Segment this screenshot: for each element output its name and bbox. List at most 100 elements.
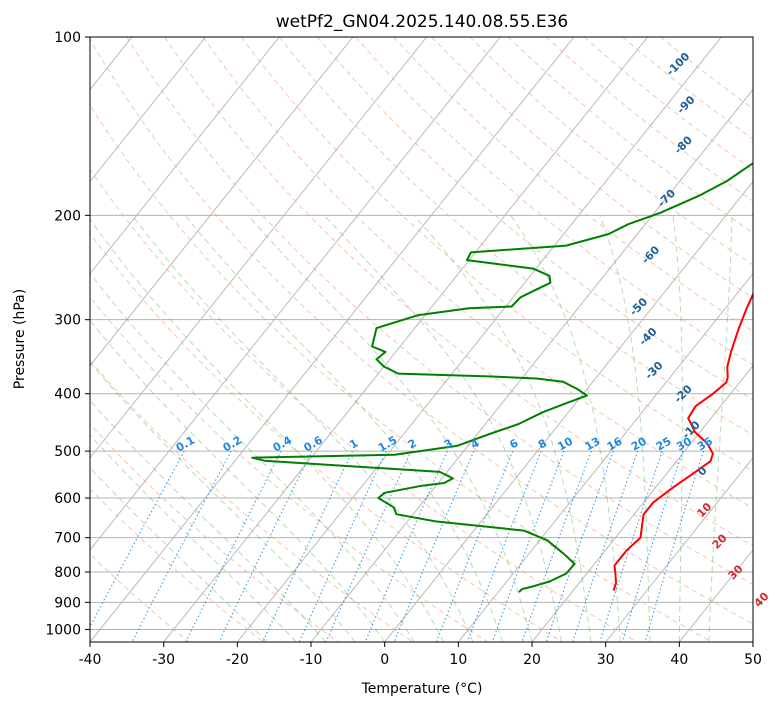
dry-adiabat-label: -100 bbox=[664, 50, 693, 79]
moist-adiabat bbox=[90, 467, 268, 642]
y-tick-label: 700 bbox=[54, 531, 81, 547]
dry-adiabat bbox=[90, 232, 563, 642]
mixing-ratio-label: 6 bbox=[507, 436, 520, 451]
x-tick-label: -40 bbox=[79, 652, 102, 668]
moist-adiabat bbox=[90, 272, 415, 642]
moist-adiabat bbox=[90, 319, 386, 642]
dry-adiabat bbox=[431, 37, 753, 299]
dry-adiabat-label: 30 bbox=[726, 562, 746, 582]
y-tick-label: 200 bbox=[54, 208, 81, 224]
x-tick-label: 40 bbox=[670, 652, 688, 668]
dry-adiabat bbox=[90, 104, 712, 642]
isotherm bbox=[163, 37, 649, 642]
isotherm bbox=[384, 180, 753, 642]
isotherm bbox=[0, 37, 58, 642]
x-tick-label: 10 bbox=[449, 652, 467, 668]
y-tick-label: 500 bbox=[54, 444, 81, 460]
isotherm bbox=[90, 37, 207, 183]
moist-adiabat bbox=[510, 215, 621, 642]
dry-adiabat-label: 20 bbox=[710, 531, 730, 551]
chart-title: wetPf2_GN04.2025.140.08.55.E36 bbox=[276, 12, 568, 32]
dry-adiabat bbox=[355, 37, 753, 366]
dry-adiabat-label: -60 bbox=[639, 243, 662, 266]
mixing-ratio-line bbox=[572, 450, 639, 642]
mixing-ratio-line bbox=[521, 450, 592, 642]
temperature-line bbox=[612, 291, 753, 591]
mixing-ratio-line bbox=[298, 450, 387, 642]
x-tick-label: -10 bbox=[300, 652, 323, 668]
dry-adiabat bbox=[317, 37, 753, 401]
isotherm bbox=[90, 37, 501, 551]
x-axis-label: Temperature (°C) bbox=[361, 681, 483, 697]
dry-adiabat bbox=[240, 37, 753, 472]
isotherm bbox=[90, 37, 354, 367]
dry-adiabat bbox=[545, 37, 753, 202]
mixing-ratio-line bbox=[466, 450, 542, 642]
dry-adiabat-label: -50 bbox=[627, 295, 650, 318]
mixing-ratio-label: 3 bbox=[442, 437, 455, 452]
dry-adiabat bbox=[622, 37, 753, 140]
dry-adiabat-label: -40 bbox=[636, 325, 659, 348]
mixing-ratio-line bbox=[644, 450, 705, 642]
mixing-ratio-line bbox=[325, 450, 412, 642]
dry-adiabat bbox=[469, 37, 753, 266]
y-tick-label: 100 bbox=[54, 30, 81, 46]
y-tick-label: 300 bbox=[54, 313, 81, 329]
x-tick-label: -20 bbox=[226, 652, 249, 668]
dry-adiabat bbox=[202, 37, 753, 509]
mixing-ratio-line bbox=[262, 450, 353, 642]
isotherm bbox=[752, 641, 753, 642]
y-axis-label: Pressure (hPa) bbox=[12, 289, 28, 389]
mixing-ratio-label: 4 bbox=[469, 436, 482, 451]
mixing-ratio-label: 1 bbox=[347, 437, 360, 452]
dry-adiabat-label: -90 bbox=[674, 93, 697, 116]
dry-adiabat-label: -80 bbox=[672, 133, 695, 156]
x-tick-label: 30 bbox=[597, 652, 615, 668]
dry-adiabat bbox=[90, 488, 264, 642]
mixing-ratio-line bbox=[218, 450, 313, 642]
moist-adiabat bbox=[247, 214, 533, 642]
y-tick-label: 800 bbox=[54, 565, 81, 581]
moist-adiabat bbox=[184, 214, 503, 642]
isotherm bbox=[310, 88, 753, 642]
moist-adiabat bbox=[323, 214, 562, 642]
x-tick-label: 0 bbox=[380, 652, 389, 668]
dry-adiabat bbox=[90, 553, 190, 642]
moist-adiabat bbox=[90, 361, 356, 642]
isotherm bbox=[90, 37, 575, 642]
mixing-ratio-line bbox=[621, 450, 684, 642]
dry-adiabat-label: 40 bbox=[752, 590, 772, 610]
mixing-ratio-label: 2 bbox=[406, 437, 419, 452]
isotherm bbox=[90, 37, 280, 275]
isotherm bbox=[531, 365, 753, 642]
dry-adiabat-label: 10 bbox=[694, 500, 714, 520]
y-tick-label: 400 bbox=[54, 387, 81, 403]
dry-adiabat bbox=[90, 423, 339, 642]
moist-adiabat bbox=[672, 215, 683, 642]
y-tick-label: 600 bbox=[54, 491, 81, 507]
moist-adiabat bbox=[90, 434, 297, 642]
mixing-ratio-line bbox=[545, 450, 614, 642]
moist-adiabat bbox=[90, 218, 445, 642]
dry-adiabat-label: -20 bbox=[671, 382, 694, 405]
x-tick-label: 20 bbox=[523, 652, 541, 668]
dry-adiabat bbox=[90, 38, 753, 625]
dry-adiabat bbox=[164, 37, 753, 547]
y-tick-label: 900 bbox=[54, 595, 81, 611]
plot-frame bbox=[89, 36, 754, 643]
mixing-ratio-line bbox=[393, 450, 475, 642]
moist-adiabat bbox=[599, 215, 651, 642]
moist-adiabat bbox=[90, 399, 327, 642]
mixing-ratio-line bbox=[131, 450, 232, 642]
y-tick-label: 1000 bbox=[45, 622, 81, 638]
isotherm bbox=[236, 37, 722, 642]
moist-adiabat bbox=[708, 215, 733, 642]
x-tick-label: 50 bbox=[744, 652, 762, 668]
isotherm bbox=[90, 37, 428, 459]
moist-adiabat bbox=[131, 215, 474, 642]
dry-adiabat bbox=[90, 296, 488, 642]
axes: -40 -30 -20 -10 0 10 20 30 40 5010020030040050060… bbox=[45, 30, 762, 668]
plot-area bbox=[0, 37, 753, 642]
isotherm bbox=[605, 457, 753, 642]
